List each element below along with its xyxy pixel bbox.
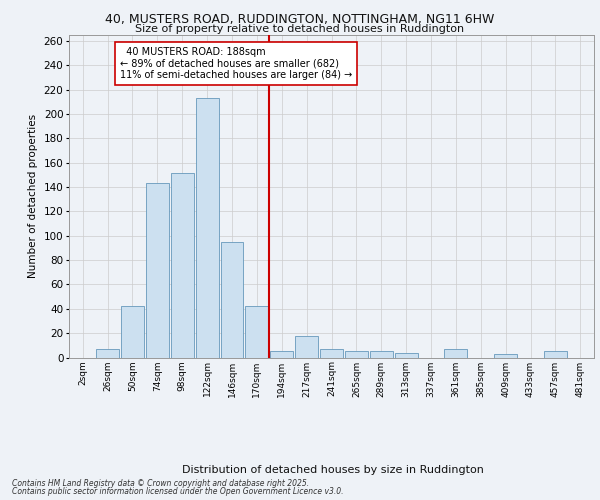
Bar [221, 242, 244, 358]
Bar [345, 352, 368, 358]
Text: 40 MUSTERS ROAD: 188sqm
← 89% of detached houses are smaller (682)
11% of semi-d: 40 MUSTERS ROAD: 188sqm ← 89% of detache… [120, 47, 352, 80]
Text: Contains HM Land Registry data © Crown copyright and database right 2025.: Contains HM Land Registry data © Crown c… [12, 478, 309, 488]
Text: Size of property relative to detached houses in Ruddington: Size of property relative to detached ho… [136, 24, 464, 34]
Bar [395, 352, 418, 358]
Bar [96, 349, 119, 358]
Bar [370, 352, 393, 358]
Bar [146, 184, 169, 358]
Bar [295, 336, 318, 357]
Bar [245, 306, 268, 358]
Text: 40, MUSTERS ROAD, RUDDINGTON, NOTTINGHAM, NG11 6HW: 40, MUSTERS ROAD, RUDDINGTON, NOTTINGHAM… [106, 12, 494, 26]
Text: Contains public sector information licensed under the Open Government Licence v3: Contains public sector information licen… [12, 487, 343, 496]
Bar [320, 349, 343, 358]
Y-axis label: Number of detached properties: Number of detached properties [28, 114, 38, 278]
Bar [544, 352, 567, 358]
Bar [171, 172, 194, 358]
Bar [494, 354, 517, 358]
Bar [445, 349, 467, 358]
Bar [270, 352, 293, 358]
Text: Distribution of detached houses by size in Ruddington: Distribution of detached houses by size … [182, 465, 484, 475]
Bar [196, 98, 218, 358]
Bar [121, 306, 144, 358]
